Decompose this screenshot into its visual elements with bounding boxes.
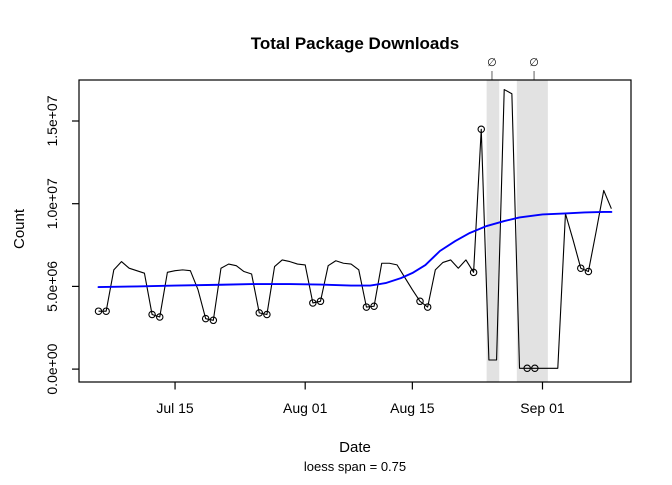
null-marker-icon: ∅ [529,57,539,69]
y-axis: 0.0e+00 5.0e+06 1.0e+07 1.5e+07 [44,95,79,395]
weekend-point-marker [469,268,478,277]
missing-data-band [516,80,548,382]
weekend-point-marker [416,297,424,306]
y-tick-label: 1.5e+07 [44,95,60,146]
weekend-point-marker [201,314,210,323]
y-tick-label: 5.0e+06 [44,261,60,312]
plot-box [78,79,632,383]
weekend-point-marker [523,364,531,373]
x-tick-label: Aug 01 [283,400,328,416]
weekend-point-marker [148,310,156,319]
weekend-point-marker [263,310,271,319]
y-tick-label: 0.0e+00 [44,343,60,394]
weekend-point-marker [102,307,110,315]
weekend-point-marker [209,316,218,325]
x-tick-label: Jul 15 [156,400,194,416]
weekend-point-marker [255,309,264,317]
weekend-point-marker [94,307,103,315]
weekend-point-marker [309,299,317,307]
weekend-point-marker [531,364,539,373]
weekend-point-marker [155,313,164,321]
x-axis: Jul 15 Aug 01 Aug 15 Sep 01 [156,382,565,416]
weekend-point-marker [370,302,378,310]
downloads-series [94,89,612,373]
weekend-point-marker [477,125,485,134]
weekend-point-marker [423,303,432,311]
weekend-point-marker [362,303,371,311]
missing-data-band [486,80,500,382]
x-axis-title: Date [339,439,371,456]
loess-line [97,211,613,289]
y-axis-title: Count [11,208,28,249]
missing-data-bands: ∅ ∅ [486,57,548,382]
weekend-point-marker [316,297,325,306]
downloads-line [98,89,612,369]
x-tick-label: Sep 01 [520,400,565,416]
weekend-point-marker [577,264,585,272]
y-tick-label: 1.0e+07 [44,178,60,229]
chart-subtitle: loess span = 0.75 [304,459,406,474]
loess-curve [97,211,613,289]
null-marker-icon: ∅ [487,57,497,69]
x-tick-label: Aug 15 [390,400,435,416]
weekend-point-marker [584,267,593,276]
chart-title: Total Package Downloads [251,34,459,53]
